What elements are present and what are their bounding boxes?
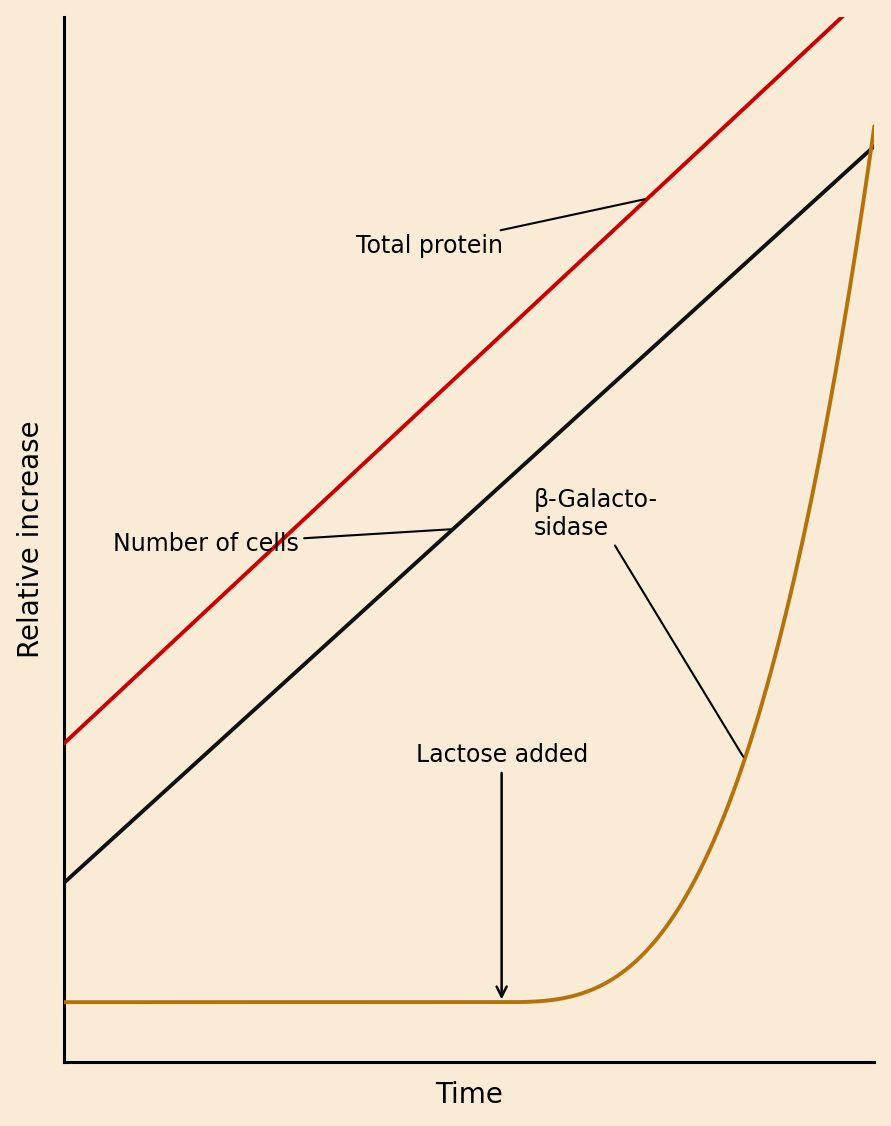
Text: β-Galacto-
sidase: β-Galacto- sidase — [534, 489, 743, 757]
Text: Number of cells: Number of cells — [113, 529, 450, 556]
Y-axis label: Relative increase: Relative increase — [17, 420, 45, 658]
Text: Total protein: Total protein — [356, 199, 645, 258]
Text: Lactose added: Lactose added — [415, 743, 588, 997]
X-axis label: Time: Time — [436, 1081, 503, 1109]
